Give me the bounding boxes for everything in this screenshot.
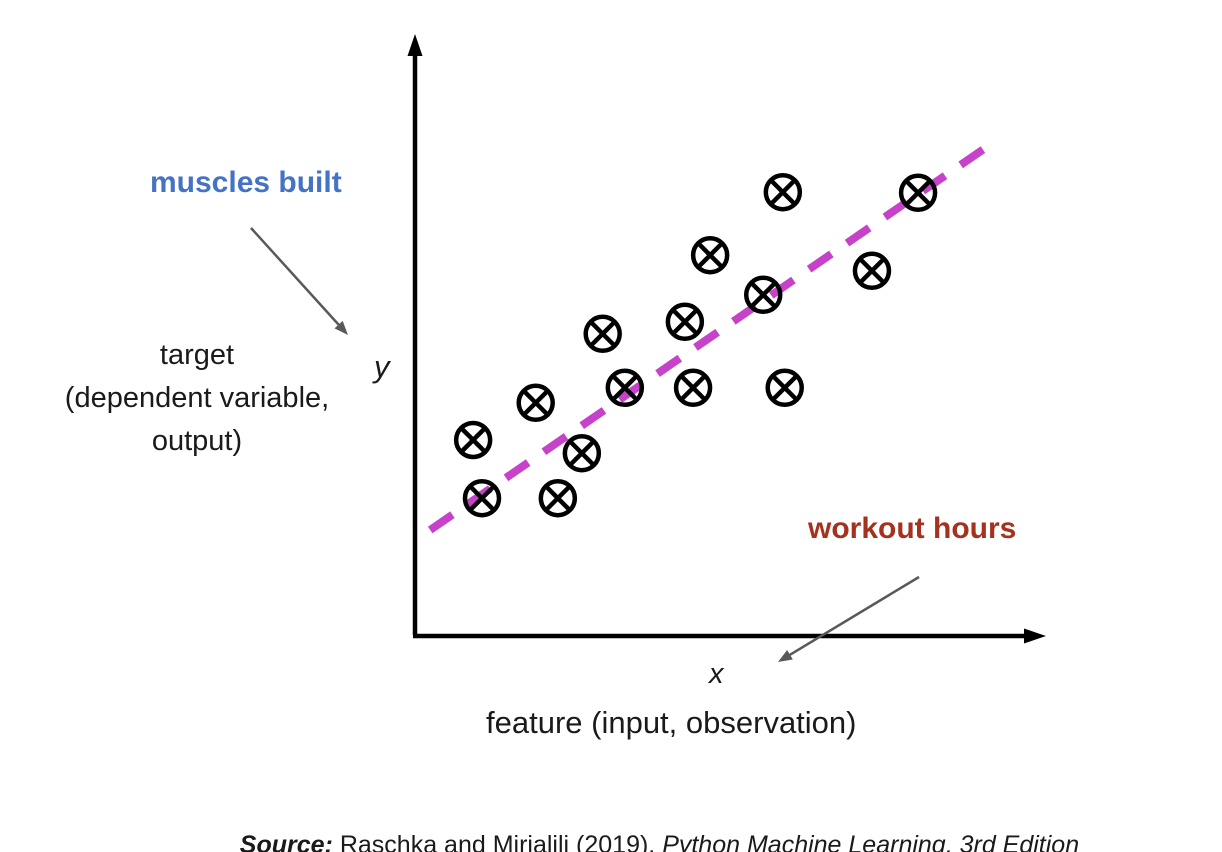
marker-x-stroke [545, 485, 571, 511]
y-axis-description: target (dependent variable, output) [36, 334, 358, 463]
source-book-title: Python Machine Learning, 3rd Edition [662, 831, 1080, 852]
marker-x-stroke [697, 242, 723, 268]
annotation-muscles-built: muscles built [150, 166, 342, 199]
data-point-marker [765, 368, 804, 408]
data-point-marker [898, 173, 938, 213]
workout-hours-callout-arrow-arrowhead [778, 650, 793, 662]
marker-x-stroke [672, 309, 698, 335]
marker-circle [765, 368, 804, 408]
marker-circle [605, 368, 645, 408]
data-point-marker [743, 275, 783, 315]
source-prefix: Source: [239, 831, 333, 852]
data-point-marker [665, 302, 705, 342]
data-point-marker [583, 314, 622, 354]
data-point-marker [516, 383, 555, 423]
source-authors: Raschka and Mirjalili (2019). [332, 831, 663, 852]
marker-x-stroke [905, 180, 931, 206]
marker-circle [583, 314, 622, 354]
marker-x-stroke [522, 390, 549, 416]
x-axis-arrowhead [1024, 628, 1046, 644]
marker-circle [562, 433, 602, 473]
marker-x-stroke [771, 375, 798, 401]
marker-x-stroke [680, 375, 706, 401]
regression-line [427, 140, 994, 534]
marker-x-stroke [460, 427, 486, 453]
marker-circle [453, 420, 493, 460]
data-point-marker [562, 433, 602, 473]
workout-hours-callout-arrow [787, 575, 920, 657]
marker-circle [673, 368, 713, 408]
marker-circle [852, 251, 892, 291]
x-axis-description: feature (input, observation) [486, 705, 857, 740]
data-point-marker [462, 478, 502, 518]
y-axis-description-line2: (dependent variable, [64, 382, 330, 414]
marker-x-stroke [750, 282, 776, 308]
marker-x-stroke [612, 375, 638, 401]
annotation-workout-hours: workout hours [808, 512, 1017, 545]
data-point-marker [605, 368, 645, 408]
data-point-marker [673, 368, 713, 408]
marker-circle [462, 478, 502, 518]
source-citation: Source: Raschka and Mirjalili (2019). Py… [212, 802, 1079, 852]
data-point-marker [763, 172, 803, 212]
x-axis-symbol: x [709, 658, 724, 690]
data-point-marker [453, 420, 493, 460]
muscles-built-callout-arrow [250, 227, 341, 327]
marker-x-stroke [770, 179, 796, 205]
marker-circle [516, 383, 555, 423]
marker-circle [898, 173, 938, 213]
marker-circle [665, 302, 705, 342]
marker-circle [763, 172, 803, 212]
y-axis-description-line1: target [159, 339, 235, 371]
data-point-marker [690, 235, 730, 275]
marker-circle [538, 478, 578, 518]
muscles-built-callout-arrow-arrowhead [334, 320, 348, 335]
data-point-marker [852, 251, 892, 291]
marker-circle [743, 275, 783, 315]
marker-x-stroke [469, 485, 495, 511]
data-point-marker [538, 478, 578, 518]
marker-circle [690, 235, 730, 275]
marker-x-stroke [589, 321, 616, 347]
marker-x-stroke [569, 440, 595, 466]
y-axis-symbol: y [374, 349, 390, 384]
y-axis-description-line3: output) [151, 425, 243, 457]
marker-x-stroke [859, 258, 885, 284]
y-axis-arrowhead [407, 34, 423, 56]
